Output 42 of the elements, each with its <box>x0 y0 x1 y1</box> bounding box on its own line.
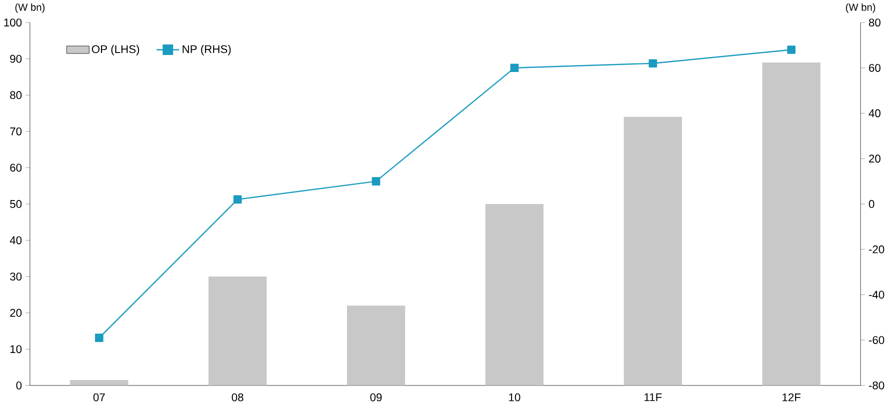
bar <box>624 117 682 386</box>
legend-label: OP (LHS) <box>92 45 140 56</box>
x-tick-label: 07 <box>93 394 105 402</box>
point <box>648 59 658 68</box>
bar <box>346 306 406 386</box>
y2-tick-label: 80 <box>868 18 880 27</box>
y2-tick-label: -60 <box>868 336 884 344</box>
y-tick-label: 80 <box>10 91 22 100</box>
y2-tick-label: 20 <box>869 154 880 163</box>
y-tick-label: 50 <box>10 200 22 208</box>
point <box>510 64 519 72</box>
bar <box>485 204 544 386</box>
bar <box>208 276 267 386</box>
y-tick-label: 100 <box>4 18 22 27</box>
y2-axis-title: (W bn) <box>846 4 876 14</box>
y-tick-label: 30 <box>10 272 22 281</box>
x-tick-label: 09 <box>370 394 382 402</box>
point <box>787 46 796 54</box>
y2-tick-label: -80 <box>868 382 884 390</box>
y-tick-label: 20 <box>10 309 22 317</box>
x-tick-label: 10 <box>509 394 520 402</box>
point <box>95 334 104 342</box>
y2-tick-label: 0 <box>868 200 874 208</box>
bar <box>70 380 128 386</box>
y-tick-label: 40 <box>10 236 22 244</box>
y2-tick-label: -40 <box>868 290 884 299</box>
y-tick-label: 0 <box>16 382 22 390</box>
x-tick-label: 08 <box>232 394 244 402</box>
point <box>233 195 242 204</box>
legend-label: NP (RHS) <box>182 45 231 56</box>
y-tick-label: 10 <box>10 345 22 354</box>
y-axis-title: (W bn) <box>15 4 45 14</box>
point <box>372 177 380 186</box>
y2-tick-label: 40 <box>868 109 880 118</box>
y-tick-label: 90 <box>10 55 22 63</box>
y-tick-label: 70 <box>10 128 22 136</box>
y2-tick-label: -20 <box>868 246 884 254</box>
y-tick-label: 60 <box>10 164 22 172</box>
x-tick-label: 11F <box>644 394 662 402</box>
x-tick-label: 12F <box>782 394 800 402</box>
y2-tick-label: 60 <box>869 64 880 72</box>
bar <box>762 62 820 386</box>
